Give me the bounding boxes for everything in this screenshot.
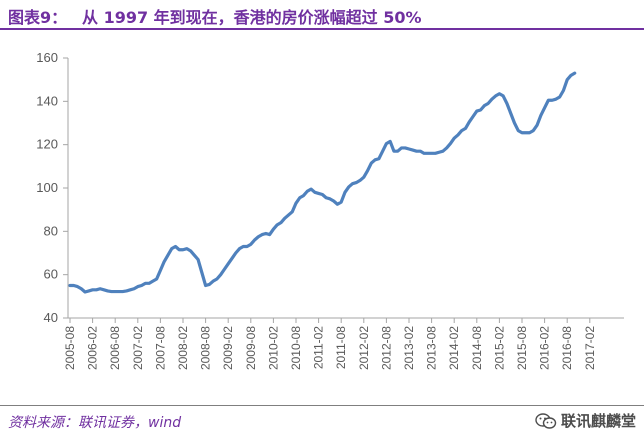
x-tick-label: 2016-02 bbox=[538, 326, 552, 370]
source-note: 资料来源：联讯证券，wind bbox=[8, 415, 182, 431]
x-tick-label: 2010-02 bbox=[266, 326, 280, 370]
x-tick-label: 2008-02 bbox=[176, 326, 190, 370]
x-tick-label: 2006-02 bbox=[86, 326, 100, 370]
x-tick-label: 2012-08 bbox=[379, 326, 393, 370]
x-tick-label: 2009-02 bbox=[221, 326, 235, 370]
x-tick-label: 2015-02 bbox=[492, 326, 506, 370]
series-line bbox=[68, 71, 577, 294]
x-tick-label: 2010-08 bbox=[289, 326, 303, 370]
y-tick-label: 80 bbox=[44, 223, 58, 238]
y-axis: 40 60 80 100 120 140 160 bbox=[36, 50, 69, 325]
x-tick-label: 2016-08 bbox=[560, 326, 574, 370]
figure-footer: 资料来源：联讯证券，wind 联讯麒麟堂 bbox=[0, 405, 644, 437]
x-tick-label: 2011-08 bbox=[334, 326, 348, 369]
x-tick-label: 2006-08 bbox=[108, 326, 122, 370]
x-tick-label: 2014-02 bbox=[447, 326, 461, 370]
plot-area bbox=[68, 71, 577, 294]
y-tick-label: 160 bbox=[36, 50, 58, 65]
x-axis: 2005-08 2006-02 2006-08 2007-02 2007-08 2008-… bbox=[63, 317, 624, 370]
x-tick-label: 2013-02 bbox=[402, 326, 416, 370]
x-tick-label: 2014-08 bbox=[470, 326, 484, 370]
y-tick-label: 100 bbox=[36, 180, 58, 195]
watermark: 联讯麒麟堂 bbox=[535, 410, 636, 431]
x-tick-label: 2007-08 bbox=[153, 326, 167, 370]
y-tick-label: 120 bbox=[36, 137, 58, 152]
x-tick-label: 2013-08 bbox=[425, 326, 439, 370]
wechat-icon bbox=[535, 412, 557, 430]
y-tick-label: 40 bbox=[44, 310, 58, 325]
x-tick-label: 2007-02 bbox=[131, 326, 145, 370]
watermark-text: 联讯麒麟堂 bbox=[560, 412, 636, 430]
figure-header: 图表9： 从 1997 年到现在，香港的房价涨幅超过 50% bbox=[0, 0, 644, 30]
x-tick-label: 2011-02 bbox=[312, 326, 326, 369]
x-tick-label: 2008-08 bbox=[199, 326, 213, 370]
y-tick-label: 60 bbox=[44, 267, 58, 282]
figure-title: 从 1997 年到现在，香港的房价涨幅超过 50% bbox=[82, 8, 422, 27]
x-tick-label: 2009-08 bbox=[244, 326, 258, 370]
y-tick-label: 140 bbox=[36, 93, 58, 108]
x-tick-label: 2005-08 bbox=[63, 326, 77, 370]
x-tick-label: 2015-08 bbox=[515, 326, 529, 370]
figure-label: 图表9： bbox=[8, 8, 68, 27]
x-tick-label: 2012-02 bbox=[357, 326, 371, 370]
line-chart: 40 60 80 100 120 140 160 2005-08 2006-02 2006-08… bbox=[36, 50, 624, 370]
x-tick-label: 2017-02 bbox=[583, 326, 597, 370]
